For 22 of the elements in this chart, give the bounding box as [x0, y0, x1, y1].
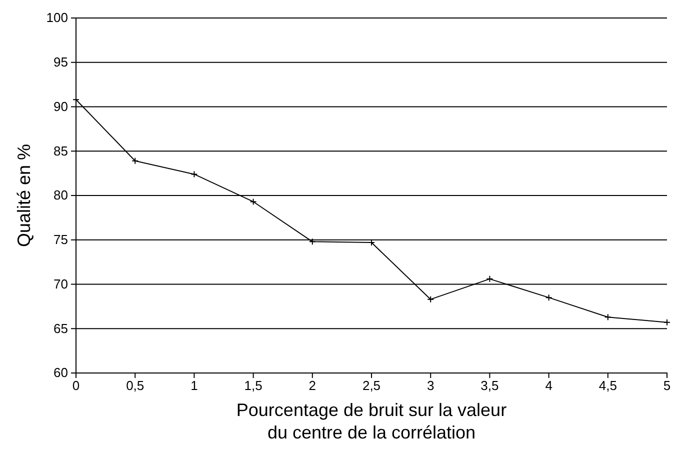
y-tick-label: 60 [54, 365, 68, 380]
x-tick-label: 2 [308, 378, 316, 394]
y-axis-title: Qualité en % [14, 144, 34, 248]
x-axis-title: Pourcentage de bruit sur la valeur du centre de la corrélation [236, 400, 507, 442]
y-tick-label: 90 [54, 98, 68, 114]
x-tick-label: 2,5 [362, 378, 381, 394]
x-tick-label: 1 [190, 378, 198, 394]
x-tick-label: 3,5 [480, 378, 499, 394]
y-tick-label: 100 [46, 10, 68, 26]
x-tick-label: 0,5 [126, 378, 144, 394]
y-tick-label: 70 [54, 276, 68, 292]
x-tick-label: 4,5 [598, 378, 617, 394]
x-tick-label: 0 [72, 378, 80, 394]
x-tick-label: 3 [426, 378, 434, 394]
y-tick-label: 75 [54, 232, 68, 248]
y-tick-label: 85 [54, 143, 68, 158]
x-tick-label: 1,5 [244, 378, 262, 394]
x-tick-label: 4 [545, 378, 552, 394]
y-tick-label: 65 [54, 320, 68, 336]
y-tick-label: 95 [54, 54, 68, 70]
x-tick-label: 5 [663, 378, 671, 394]
y-tick-label: 80 [54, 188, 68, 203]
